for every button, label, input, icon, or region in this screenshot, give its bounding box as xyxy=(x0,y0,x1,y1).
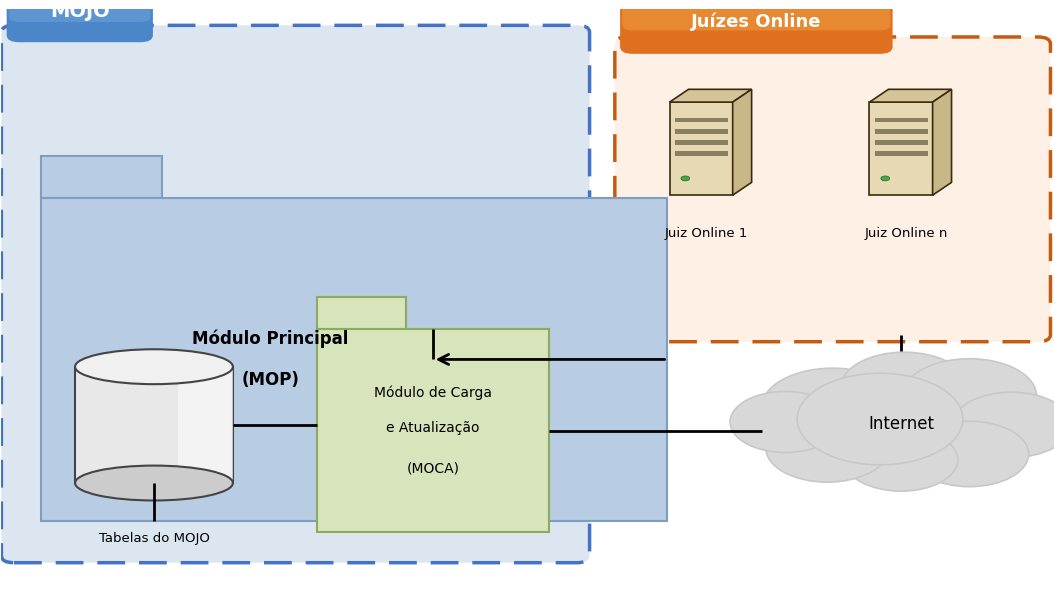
Polygon shape xyxy=(670,89,751,102)
Circle shape xyxy=(902,359,1036,433)
Circle shape xyxy=(680,176,690,181)
Circle shape xyxy=(844,429,958,491)
Circle shape xyxy=(762,368,904,447)
Bar xyxy=(318,297,406,329)
Circle shape xyxy=(798,374,963,465)
Polygon shape xyxy=(75,366,233,483)
Text: Internet: Internet xyxy=(868,415,934,433)
Ellipse shape xyxy=(75,349,233,384)
Circle shape xyxy=(766,414,889,482)
Polygon shape xyxy=(869,89,952,102)
Bar xyxy=(41,156,162,198)
Polygon shape xyxy=(674,151,728,156)
Bar xyxy=(41,198,668,521)
FancyBboxPatch shape xyxy=(8,0,151,22)
Polygon shape xyxy=(933,89,952,195)
Polygon shape xyxy=(732,89,751,195)
Polygon shape xyxy=(875,140,927,144)
Text: Tabelas do MOJO: Tabelas do MOJO xyxy=(98,532,209,545)
FancyBboxPatch shape xyxy=(622,0,890,30)
Circle shape xyxy=(730,391,841,452)
Text: Módulo Principal: Módulo Principal xyxy=(192,330,348,348)
Polygon shape xyxy=(875,118,927,123)
Circle shape xyxy=(881,176,889,181)
FancyBboxPatch shape xyxy=(615,37,1051,342)
Text: Módulo de Carga: Módulo de Carga xyxy=(373,385,492,400)
Polygon shape xyxy=(869,102,933,195)
FancyBboxPatch shape xyxy=(620,0,893,54)
Polygon shape xyxy=(674,118,728,123)
Ellipse shape xyxy=(75,465,233,500)
FancyBboxPatch shape xyxy=(6,0,153,42)
Polygon shape xyxy=(875,151,927,156)
Polygon shape xyxy=(674,129,728,134)
Polygon shape xyxy=(670,102,732,195)
Polygon shape xyxy=(674,140,728,144)
Circle shape xyxy=(910,422,1029,487)
Text: (MOP): (MOP) xyxy=(242,371,300,389)
Polygon shape xyxy=(177,366,233,483)
Polygon shape xyxy=(875,129,927,134)
FancyBboxPatch shape xyxy=(1,25,590,563)
Text: Juiz Online 1: Juiz Online 1 xyxy=(665,227,748,240)
Text: Juízes Online: Juízes Online xyxy=(691,13,822,31)
Circle shape xyxy=(841,352,967,422)
Text: MOJO: MOJO xyxy=(50,2,110,21)
Text: (MOCA): (MOCA) xyxy=(406,462,459,475)
Circle shape xyxy=(953,392,1055,458)
Text: Juiz Online n: Juiz Online n xyxy=(865,227,948,240)
Text: e Atualização: e Atualização xyxy=(386,421,480,435)
Bar xyxy=(318,329,549,532)
